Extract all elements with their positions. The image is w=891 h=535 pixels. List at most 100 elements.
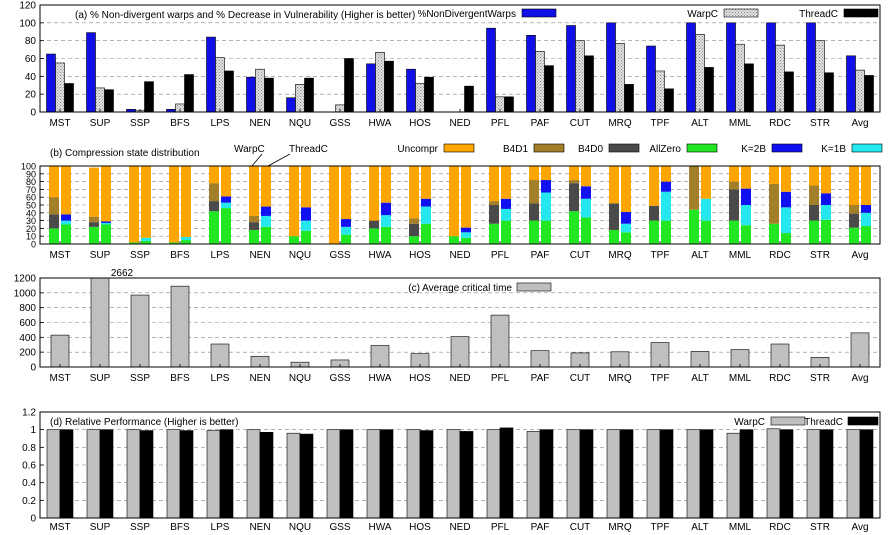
- chart-title: (b) Compression state distribution: [50, 148, 200, 159]
- x-tick-label: CUT: [570, 118, 591, 129]
- x-tick-label: ALT: [691, 373, 709, 384]
- stack-segment: [461, 232, 471, 238]
- y-tick-label: 20: [25, 90, 37, 101]
- bar: [406, 68, 416, 113]
- bar: [144, 81, 154, 113]
- bar: [735, 43, 745, 113]
- bar: [366, 429, 381, 519]
- stack-segment: [249, 229, 259, 244]
- x-tick-label: HOS: [409, 373, 431, 384]
- stack-segment: [501, 198, 511, 209]
- x-tick-label: HWA: [369, 522, 392, 533]
- x-tick-label: BFS: [170, 118, 190, 129]
- bar: [499, 427, 514, 519]
- x-tick-label: STR: [810, 118, 830, 129]
- x-tick-label: ALT: [691, 522, 709, 533]
- bar: [544, 65, 554, 113]
- bar: [450, 336, 470, 368]
- y-tick-label: 1200: [14, 274, 37, 285]
- stack-segment: [49, 228, 59, 244]
- legend-swatch: [608, 143, 640, 153]
- stack-segment: [449, 166, 459, 237]
- bar: [624, 84, 634, 113]
- bar: [815, 40, 825, 113]
- legend-swatch: [723, 8, 759, 18]
- legend-swatch: [521, 8, 557, 18]
- bar: [104, 89, 114, 113]
- stack-segment: [569, 183, 579, 212]
- x-tick-label: BFS: [170, 373, 190, 384]
- bar: [64, 83, 74, 113]
- x-tick-label: TPF: [651, 118, 670, 129]
- y-tick-label: 0: [30, 108, 36, 119]
- x-tick-label: HWA: [369, 250, 392, 261]
- stack-segment: [741, 225, 751, 244]
- stack-segment: [581, 166, 591, 187]
- legend-swatch: [851, 143, 883, 153]
- x-tick-label: PFL: [491, 250, 510, 261]
- stack-segment: [861, 205, 871, 213]
- bar: [50, 334, 70, 368]
- stack-segment: [809, 166, 819, 186]
- bar: [526, 35, 536, 113]
- stack-segment: [409, 236, 419, 244]
- x-tick-label: ALT: [691, 250, 709, 261]
- bar: [855, 69, 865, 113]
- bar: [344, 58, 354, 113]
- x-tick-label: HWA: [369, 118, 392, 129]
- stack-segment: [221, 166, 231, 197]
- bar: [295, 84, 305, 113]
- bar: [259, 432, 274, 519]
- y-tick-label: 100: [21, 162, 36, 172]
- stack-segment: [729, 166, 739, 182]
- stack-segment: [781, 207, 791, 234]
- stack-segment: [61, 220, 71, 225]
- legend-label: K=1B: [821, 144, 846, 155]
- x-tick-label: PAF: [531, 250, 550, 261]
- stack-segment: [769, 166, 779, 184]
- stack-segment: [261, 206, 271, 216]
- stack-segment: [569, 211, 579, 244]
- x-tick-label: SSP: [130, 373, 150, 384]
- bar: [379, 429, 394, 519]
- bar: [464, 85, 474, 113]
- legend-label: ThreadC: [799, 9, 838, 20]
- stack-segment: [101, 222, 111, 225]
- bar: [646, 429, 661, 519]
- x-tick-label: MRQ: [608, 250, 632, 261]
- stack-segment: [169, 166, 179, 243]
- stack-segment: [129, 242, 139, 244]
- stack-segment: [541, 220, 551, 244]
- stack-segment: [861, 212, 871, 227]
- bar: [304, 77, 314, 113]
- bar: [566, 25, 576, 113]
- bar: [806, 22, 816, 113]
- stack-segment: [621, 166, 631, 213]
- stack-segment: [381, 226, 391, 244]
- stack-segment: [209, 211, 219, 244]
- bar: [486, 429, 501, 519]
- x-tick-label: SUP: [90, 250, 111, 261]
- bar: [726, 22, 736, 113]
- y-tick-label: 1: [30, 425, 36, 436]
- bar: [326, 429, 341, 519]
- stack-segment: [249, 222, 259, 230]
- y-tick-label: 0.4: [22, 478, 36, 489]
- y-tick-label: 80: [25, 36, 37, 47]
- x-tick-label: PAF: [531, 373, 550, 384]
- legend-swatch: [533, 143, 565, 153]
- chart-title: (c) Average critical time: [408, 283, 512, 294]
- x-tick-label: NED: [449, 373, 470, 384]
- bar: [486, 27, 496, 113]
- bar: [286, 97, 296, 113]
- y-tick-label: 60: [26, 193, 36, 203]
- stack-segment: [101, 221, 111, 223]
- legend-label: WarpC: [687, 9, 718, 20]
- stack-segment: [861, 166, 871, 205]
- stack-segment: [809, 205, 819, 221]
- x-tick-label: NQU: [289, 118, 311, 129]
- legend-swatch: [443, 143, 475, 153]
- x-tick-label: SUP: [90, 373, 111, 384]
- stack-segment: [421, 198, 431, 207]
